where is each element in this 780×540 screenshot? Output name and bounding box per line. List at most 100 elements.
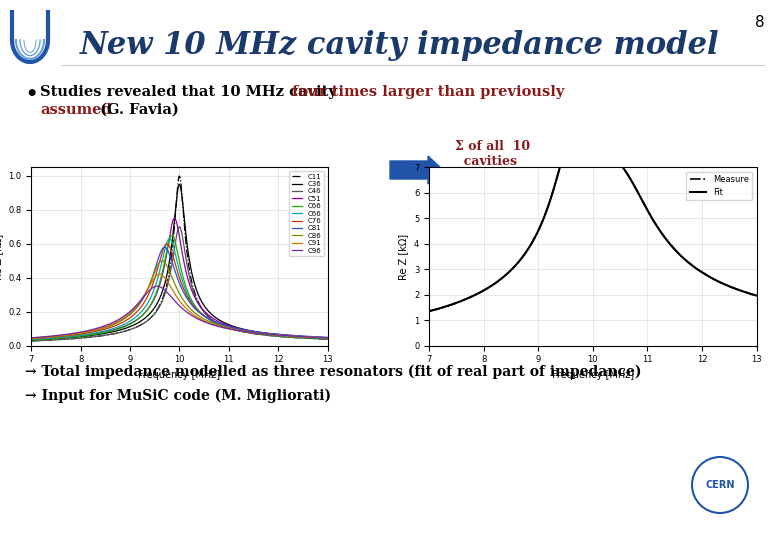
C11 [27,338,36,344]
C86 [270,332,279,338]
Text: $Z(\omega) = \sum_{i=1}^{3} \frac{R_{Si}}{1 + iQ_i\left(\frac{\omega_{Ri}}{\omeg: $Z(\omega) = \sum_{i=1}^{3} \frac{R_{Si}… [105,230,296,284]
Line: Measure: Measure [429,127,757,311]
Text: assumed: assumed [40,103,112,117]
C86 [317,334,326,341]
Measure [583,127,592,133]
Measure [752,293,761,299]
C66 [187,298,197,305]
Fit [580,126,590,132]
C91 [204,319,213,326]
C96 [204,320,213,327]
C46 [187,285,197,291]
Bar [490,265,525,285]
C81 [27,335,36,341]
Fit [575,124,584,131]
C91 [270,332,279,338]
Text: New 10 MHz cavity impedance model: New 10 MHz cavity impedance model [80,30,720,61]
C11 [270,333,279,339]
C66 [323,335,332,342]
C36 [175,181,184,188]
C36 [204,308,213,314]
C81 [187,302,197,309]
Fit [583,127,592,133]
C91 [317,334,326,341]
C66 [27,336,36,342]
C66 [170,247,179,253]
FancyArrow shape [390,156,443,184]
C96 [187,313,197,319]
Bar [580,225,640,245]
X-axis label: Frequency [MHz]: Frequency [MHz] [551,370,634,380]
Text: → Total impedance modelled as three resonators (fit of real part of impedance)
→: → Total impedance modelled as three reso… [25,365,641,403]
C86 [323,335,332,341]
Y-axis label: Re Z [kΩ]: Re Z [kΩ] [399,233,409,280]
C11 [167,249,176,255]
C51 [317,334,326,341]
C46 [323,336,332,342]
C66 [204,316,213,322]
C11 [175,173,184,179]
C66 [165,235,174,242]
Text: •: • [25,85,37,104]
Bar [525,285,580,305]
Bar [525,265,580,285]
C76 [204,315,213,322]
Text: 10.6: 10.6 [598,290,622,300]
C96 [27,335,36,341]
Bar [580,265,640,285]
C96 [323,334,332,341]
C36 [187,272,197,278]
C46 [167,261,176,267]
C36 [27,337,36,343]
C81 [170,266,179,272]
C11 [204,313,213,319]
C46 [169,250,179,256]
Bar [525,245,580,265]
X-axis label: Frequency [MHz]: Frequency [MHz] [138,370,221,380]
C46 [27,338,36,344]
C11 [169,231,179,238]
C81 [323,334,332,341]
C66 [317,335,326,341]
Line: C66: C66 [31,235,328,340]
Measure [575,124,584,131]
C76 [270,331,279,338]
C51 [27,336,36,343]
Line: C76: C76 [31,244,328,339]
Text: 9: 9 [504,290,511,300]
Text: (G. Favia): (G. Favia) [95,103,179,117]
Line: C81: C81 [31,247,328,338]
Text: 10: 10 [604,270,616,280]
C66 [170,236,179,242]
C86 [187,307,197,314]
C66 [270,332,279,339]
Text: CERN: CERN [705,480,735,490]
C66 [270,332,279,338]
C76 [27,335,36,342]
C81 [317,334,326,340]
C51 [323,335,332,341]
C66 [27,337,36,343]
Text: $f_{RF}$ [MHz]: $f_{RF}$ [MHz] [583,228,636,242]
C51 [170,215,179,221]
Line: C66: C66 [31,239,328,339]
C96 [170,298,179,304]
C51 [167,221,176,227]
Fit [745,290,754,296]
Text: 3.15: 3.15 [541,290,564,300]
C91 [154,271,164,278]
Line: C86: C86 [31,261,328,339]
Text: 8: 8 [755,15,765,30]
C86 [168,275,177,282]
C81 [204,315,213,322]
C91 [323,335,332,341]
C81 [168,260,177,267]
C36 [167,240,176,246]
C66 [168,240,177,247]
Bar [580,245,640,265]
C86 [158,258,167,264]
C96 [270,332,279,338]
Text: 9.5: 9.5 [499,270,516,280]
C66 [204,315,213,322]
Line: C91: C91 [31,274,328,338]
